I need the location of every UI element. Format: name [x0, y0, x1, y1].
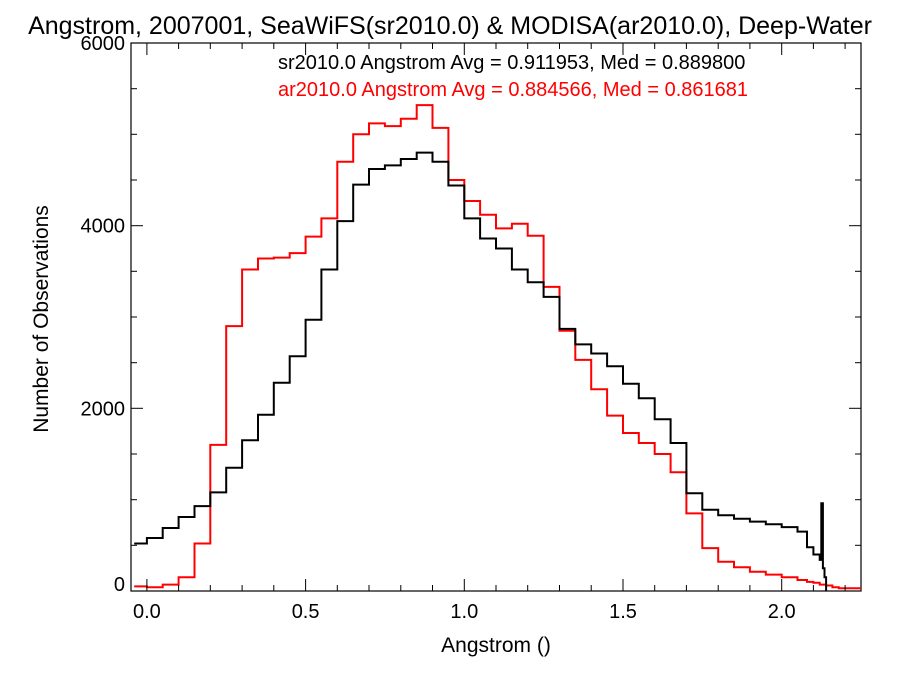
stats-ar-annotation: ar2010.0 Angstrom Avg = 0.884566, Med = … — [278, 79, 748, 101]
plot-frame — [130, 42, 862, 592]
y-axis-label: Number of Observations — [30, 205, 53, 433]
y-tick-label: 4000 — [81, 216, 126, 238]
x-tick-label: 0.5 — [292, 601, 320, 623]
series-layer — [134, 104, 861, 591]
stats-sr-annotation: sr2010.0 Angstrom Avg = 0.911953, Med = … — [278, 52, 745, 74]
ticks-layer: 0.0 0.5 1.0 1.5 2.0 0 2000 4000 6000 — [81, 33, 861, 623]
x-tick-label: 1.0 — [450, 601, 478, 623]
x-tick-label: 1.5 — [609, 601, 637, 623]
y-tick-label: 0 — [114, 574, 125, 596]
y-tick-label: 6000 — [81, 33, 126, 55]
x-tick-label: 2.0 — [768, 601, 796, 623]
x-tick-label: 0.0 — [133, 601, 161, 623]
series-sr2010.0-line — [134, 151, 828, 591]
y-tick-label: 2000 — [81, 398, 126, 420]
chart-title: Angstrom, 2007001, SeaWiFS(sr2010.0) & M… — [28, 12, 872, 40]
x-axis-label: Angstrom () — [441, 634, 551, 657]
series-ar2010.0-line — [134, 104, 861, 590]
